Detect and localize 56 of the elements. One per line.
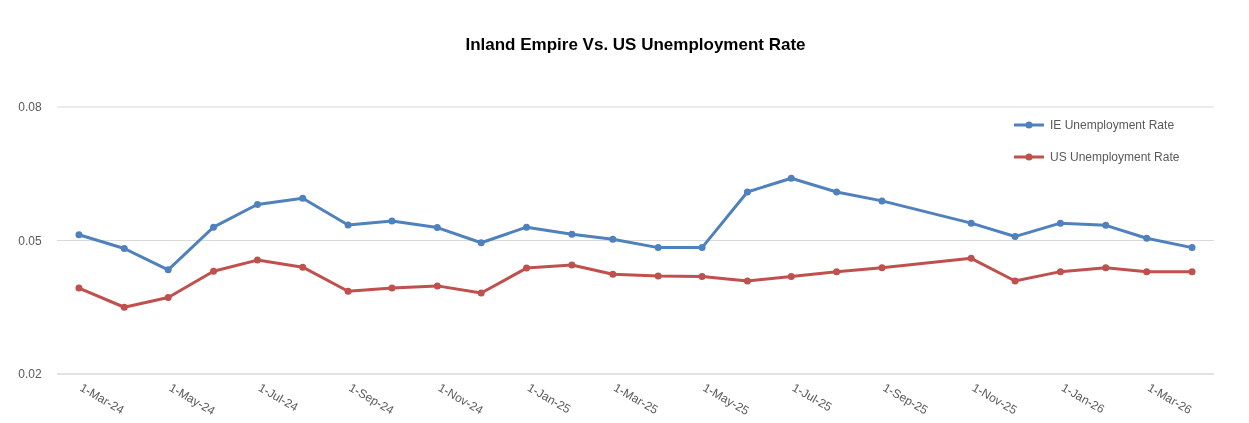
point xyxy=(120,303,128,311)
point xyxy=(433,224,441,232)
point xyxy=(75,231,83,239)
point xyxy=(654,272,662,280)
point xyxy=(698,244,706,252)
point xyxy=(120,245,128,253)
point xyxy=(253,256,261,264)
point xyxy=(1011,277,1019,285)
point xyxy=(210,267,218,275)
y-tick-label: 0.08 xyxy=(18,100,42,114)
point xyxy=(1102,264,1110,272)
point xyxy=(609,270,617,278)
point xyxy=(967,219,975,227)
point xyxy=(1188,268,1196,276)
point xyxy=(833,268,841,276)
chart-title: Inland Empire Vs. US Unemployment Rate xyxy=(465,35,806,54)
point xyxy=(787,273,795,281)
point xyxy=(1056,268,1064,276)
point xyxy=(698,273,706,281)
point xyxy=(210,223,218,231)
point xyxy=(523,223,531,231)
point xyxy=(344,287,352,295)
legend-label: IE Unemployment Rate xyxy=(1050,118,1175,132)
point xyxy=(344,221,352,229)
y-tick-label: 0.05 xyxy=(18,233,42,248)
point xyxy=(164,293,172,301)
point xyxy=(388,284,396,292)
point xyxy=(1143,268,1151,276)
point xyxy=(967,254,975,262)
point xyxy=(787,174,795,182)
point xyxy=(878,264,886,272)
point xyxy=(299,194,307,202)
point xyxy=(1143,234,1151,242)
point xyxy=(75,284,83,292)
point xyxy=(568,230,576,238)
point xyxy=(164,266,172,274)
point xyxy=(388,217,396,225)
point xyxy=(1102,221,1110,229)
point xyxy=(1188,244,1196,252)
point xyxy=(878,197,886,205)
point xyxy=(1056,219,1064,227)
y-tick-label: 0.02 xyxy=(18,367,42,381)
point xyxy=(299,263,307,271)
point xyxy=(477,239,485,247)
point xyxy=(253,200,261,208)
point xyxy=(1011,233,1019,240)
point xyxy=(568,261,576,269)
point xyxy=(477,289,485,297)
legend-label: US Unemployment Rate xyxy=(1050,150,1180,164)
point xyxy=(523,264,531,272)
point xyxy=(654,244,662,252)
point xyxy=(609,235,617,243)
point xyxy=(433,282,441,290)
point xyxy=(743,188,751,196)
point xyxy=(833,188,841,196)
point xyxy=(743,277,751,285)
